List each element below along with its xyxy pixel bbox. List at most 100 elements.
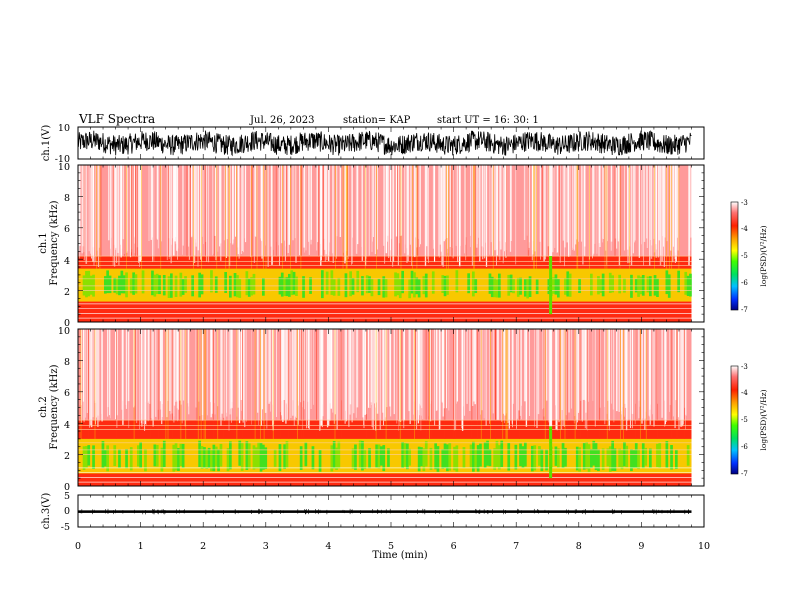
spectrogram-green-cell (295, 276, 298, 296)
spectrogram-green-cell (545, 449, 548, 471)
spectrogram-green-cell (87, 445, 91, 466)
ch2-cb-tick-m7: -7 (741, 470, 748, 478)
ch1-frequency-label: Frequency (kHz) (49, 200, 60, 285)
spectrogram-green-cell (344, 273, 348, 298)
spectrogram-green-cell (82, 275, 86, 296)
spectrogram-green-cell (597, 449, 600, 472)
spectrogram-green-cell (453, 446, 456, 471)
spectrogram-green-cell (387, 448, 390, 467)
spectrogram-green-cell (330, 270, 334, 295)
spectrogram-green-cell (167, 276, 171, 298)
ch2-spectrogram-ylabel: ch.2 (38, 396, 49, 418)
spectrogram-green-cell (424, 441, 428, 467)
figure-title: VLF Spectra (78, 112, 155, 126)
spectrogram-green-cell (262, 278, 265, 296)
spectrogram-green-cell (337, 441, 341, 469)
spectrogram-green-cell (252, 445, 256, 470)
ch1-ytick-2: 2 (64, 287, 70, 298)
spectrogram-green-cell (514, 444, 518, 470)
ch1-ytick-bottom: -10 (55, 154, 70, 165)
spectrogram-green-cell (210, 449, 213, 472)
spectrogram-green-cell (618, 448, 621, 468)
spectrogram-green-cell (177, 448, 180, 471)
station-label: station= KAP (343, 115, 411, 126)
spectrogram-green-cell (488, 449, 492, 467)
ch1-cb-tick-m7: -7 (741, 306, 748, 314)
spectrogram-gap-signal (549, 426, 553, 479)
spectrogram-green-cell (292, 271, 296, 295)
spectrogram-green-cell (181, 279, 185, 295)
spectrogram-green-cell (141, 270, 145, 294)
ch2-frequency-label: Frequency (kHz) (49, 364, 60, 449)
spectrogram-green-cell (528, 276, 532, 297)
spectrogram-green-cell (240, 442, 244, 471)
spectrogram-green-cell (620, 449, 624, 470)
spectrogram-green-cell (406, 443, 409, 470)
spectrogram-green-cell (332, 279, 336, 296)
spectrogram-green-cell (590, 273, 593, 296)
spectrogram-green-cell (526, 278, 529, 299)
spectrogram-green-cell (226, 448, 230, 472)
spectrogram-green-cell (129, 447, 133, 471)
spectrogram-green-cell (401, 270, 404, 294)
spectrogram-green-cell (125, 272, 128, 298)
spectrogram-green-cell (561, 442, 565, 468)
x-tick-label: 4 (325, 541, 331, 552)
spectrogram-green-cell (120, 270, 124, 294)
spectrogram-green-cell (205, 449, 209, 469)
spectrogram-green-cell (637, 449, 640, 470)
spectrogram-green-cell (429, 447, 433, 470)
ch3-ytick-0: 0 (64, 506, 70, 517)
spectrogram-green-cell (335, 447, 338, 470)
spectrogram-green-cell (443, 443, 447, 468)
ch3-waveform-ylabel: ch.3(V) (41, 493, 52, 530)
spectrogram-green-cell (238, 278, 242, 298)
spectrogram-green-cell (104, 276, 107, 294)
spectrogram-green-cell (608, 446, 612, 472)
spectrogram-green-cell (370, 278, 374, 297)
spectrogram-green-cell (283, 277, 286, 296)
x-axis-tick-labels: 0 1 2 3 4 5 6 7 8 9 10 (75, 541, 710, 552)
spectrogram-green-cell (174, 275, 178, 297)
spectrogram-green-cell (613, 448, 617, 471)
ch1-spectrogram-image (77, 165, 692, 322)
x-tick-label: 10 (698, 541, 710, 552)
spectrogram-green-cell (507, 442, 511, 471)
spectrogram-green-cell (656, 278, 659, 297)
spectrogram-green-cell (557, 278, 560, 298)
spectrogram-gap (549, 165, 553, 257)
spectrogram-green-cell (420, 447, 423, 467)
spectrogram-green-cell (285, 277, 289, 297)
ch2-ytick-4: 4 (64, 420, 70, 431)
spectrogram-green-cell (375, 444, 378, 468)
spectrogram-green-cell (578, 447, 581, 472)
spectrogram-green-cell (106, 445, 109, 472)
spectrogram-green-cell (398, 278, 402, 299)
spectrogram-green-cell (280, 272, 284, 297)
spectrogram-green-cell (181, 443, 185, 468)
spectrogram-green-cell (455, 445, 459, 472)
spectrogram-green-cell (606, 448, 610, 467)
spectrogram-green-cell (184, 276, 187, 293)
spectrogram-green-cell (311, 446, 315, 470)
spectrogram-green-cell (441, 449, 445, 469)
spectrogram-bottom-row (78, 482, 692, 486)
spectrogram-green-cell (424, 273, 428, 298)
spectrogram-green-cell (125, 449, 128, 469)
spectrogram-green-cell (106, 270, 109, 294)
spectrogram-green-cell (214, 446, 218, 467)
ch1-ytick-0: 0 (64, 318, 70, 329)
spectrogram-green-cell (597, 276, 600, 295)
spectrogram-green-cell (358, 440, 362, 468)
spectrogram-green-cell (594, 442, 598, 471)
spectrogram-green-cell (233, 273, 237, 297)
x-tick-label: 1 (138, 541, 144, 552)
spectrogram-green-cell (250, 277, 253, 296)
spectrogram-green-cell (89, 275, 93, 295)
spectrogram-green-cell (656, 443, 659, 468)
ch2-colorbar-label: log(PSD)(V²/Hz) (759, 389, 768, 450)
spectrogram-green-cell (200, 446, 204, 469)
spectrogram-green-cell (351, 278, 355, 295)
spectrogram-green-cell (217, 449, 220, 472)
spectrogram-green-cell (535, 279, 539, 295)
